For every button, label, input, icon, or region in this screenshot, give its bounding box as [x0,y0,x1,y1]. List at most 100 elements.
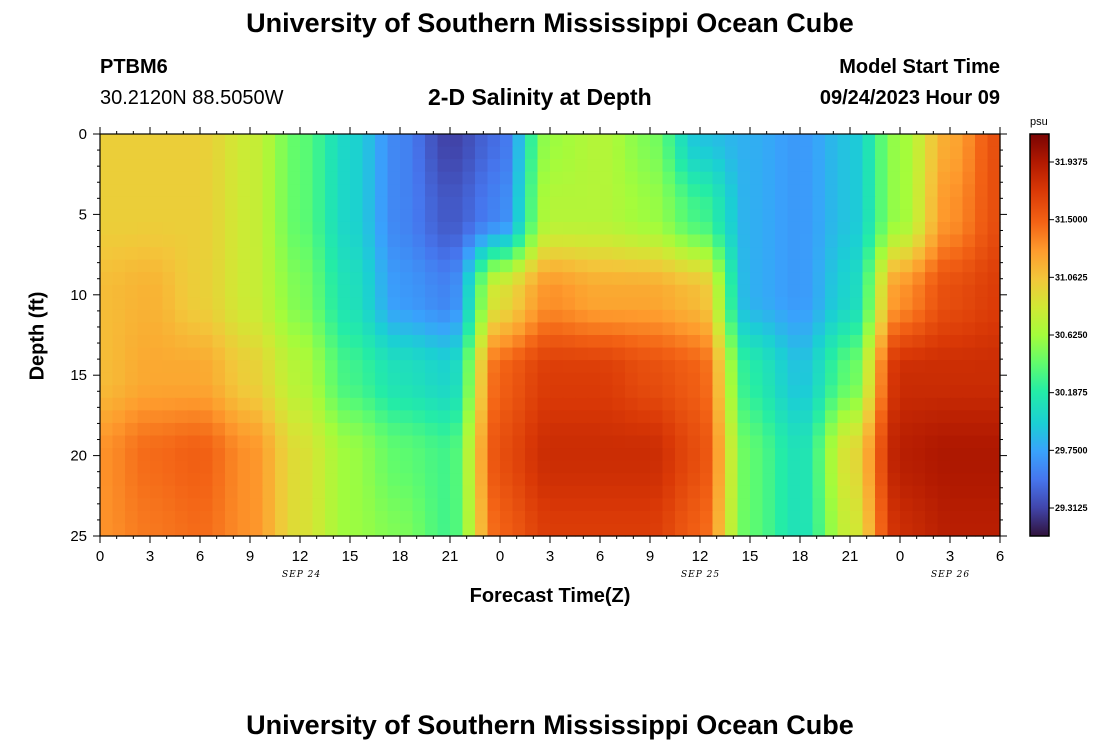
heatmap-cell [775,159,789,173]
heatmap-cell [250,196,264,210]
heatmap-cell [775,435,789,449]
heatmap-cell [362,435,376,449]
heatmap-cell [337,272,351,286]
heatmap-cell [537,171,551,185]
heatmap-cell [587,397,601,411]
heatmap-cell [925,209,939,223]
heatmap-cell [175,146,189,160]
heatmap-cell [425,473,439,487]
heatmap-cell [300,410,314,424]
heatmap-cell [325,209,339,223]
heatmap-cell [887,209,901,223]
heatmap-cell [675,523,689,537]
heatmap-cell [762,297,776,311]
heatmap-cell [812,498,826,512]
heatmap-cell [575,460,589,474]
heatmap-cell [137,247,151,261]
heatmap-cell [375,473,389,487]
heatmap-cell [300,134,314,148]
heatmap-cell [337,510,351,525]
heatmap-cell [637,247,651,261]
heatmap-cell [162,422,176,437]
heatmap-cell [700,159,714,173]
heatmap-cell [712,272,726,286]
heatmap-cell [825,422,839,437]
heatmap-cell [987,196,1001,210]
heatmap-cell [837,297,851,311]
heatmap-cell [950,523,964,537]
heatmap-cell [425,234,439,248]
heatmap-cell [662,410,676,424]
heatmap-cell [150,510,164,525]
heatmap-cell [787,422,801,437]
heatmap-cell [612,159,626,173]
heatmap-cell [662,259,676,273]
heatmap-cell [500,460,514,474]
heatmap-cell [162,159,176,173]
heatmap-cell [825,234,839,248]
heatmap-cell [575,385,589,399]
heatmap-cell [950,372,964,386]
heatmap-cell [187,234,201,248]
heatmap-cell [275,485,289,499]
heatmap-cell [112,385,126,399]
heatmap-cell [237,335,251,349]
heatmap-cell [562,134,576,148]
heatmap-cell [712,385,726,399]
heatmap-cell [900,460,914,474]
heatmap-cell [450,196,464,210]
heatmap-cell [500,510,514,525]
heatmap-cell [637,510,651,525]
heatmap-cell [362,284,376,298]
heatmap-cell [775,247,789,261]
heatmap-cell [975,196,989,210]
heatmap-cell [950,360,964,374]
heatmap-cell [512,397,526,411]
heatmap-cell [412,498,426,512]
heatmap-cell [475,435,489,449]
heatmap-cell [675,171,689,185]
heatmap-cell [450,435,464,449]
heatmap-cell [725,335,739,349]
heatmap-cell [512,510,526,525]
heatmap-cell [387,335,401,349]
heatmap-cell [537,221,551,236]
heatmap-cell [637,234,651,248]
heatmap-cell [850,510,864,525]
heatmap-cell [112,234,126,248]
heatmap-cell [262,146,276,160]
heatmap-cell [725,372,739,386]
heatmap-cell [125,234,139,248]
heatmap-cell [275,134,289,148]
heatmap-cell [775,422,789,437]
heatmap-cell [275,347,289,361]
heatmap-cell [462,247,476,261]
heatmap-cell [125,485,139,499]
heatmap-cell [912,234,926,248]
heatmap-cell [900,473,914,487]
heatmap-cell [275,247,289,261]
heatmap-cell [987,473,1001,487]
heatmap-cell [475,259,489,273]
heatmap-cell [425,297,439,311]
heatmap-cell [662,322,676,336]
heatmap-cell [462,422,476,437]
heatmap-cell [162,473,176,487]
heatmap-cell [225,448,239,462]
heatmap-cell [487,360,501,374]
heatmap-cell [787,523,801,537]
heatmap-cell [500,360,514,374]
heatmap-cell [312,372,326,386]
heatmap-cell [562,221,576,236]
heatmap-cell [462,510,476,525]
heatmap-cell [650,196,664,210]
heatmap-cell [887,422,901,437]
heatmap-cell [762,397,776,411]
heatmap-cell [112,510,126,525]
heatmap-cell [937,397,951,411]
colorbar-tick-label: 31.9375 [1055,157,1088,167]
heatmap-cell [287,385,301,399]
heatmap-cell [950,460,964,474]
heatmap-cell [762,510,776,525]
heatmap-cell [425,385,439,399]
